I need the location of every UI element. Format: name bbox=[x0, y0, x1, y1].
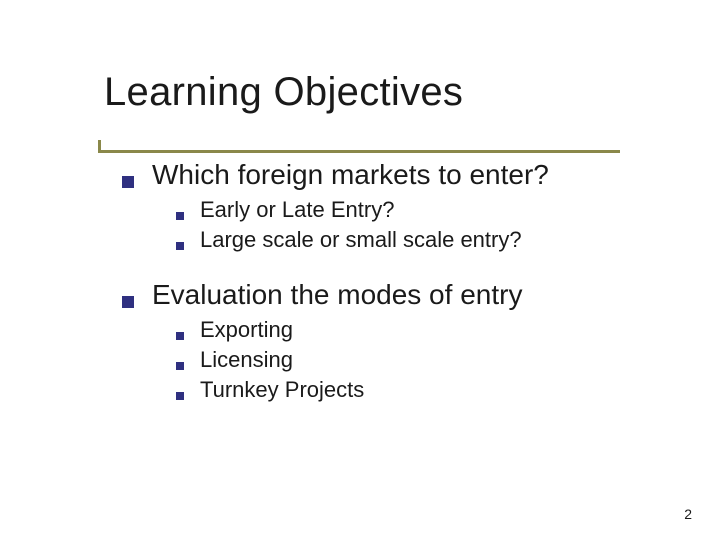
square-bullet-icon bbox=[176, 212, 184, 220]
bullet-level2: Early or Late Entry? bbox=[176, 197, 660, 223]
level1-text: Evaluation the modes of entry bbox=[152, 279, 522, 311]
square-bullet-icon bbox=[122, 176, 134, 188]
title-accent-left bbox=[98, 140, 101, 150]
slide: Learning Objectives Which foreign market… bbox=[0, 0, 720, 540]
bullet-level2: Turnkey Projects bbox=[176, 377, 660, 403]
title-underline bbox=[98, 150, 620, 153]
sub-list: Early or Late Entry? Large scale or smal… bbox=[176, 197, 660, 253]
square-bullet-icon bbox=[176, 332, 184, 340]
level2-text: Exporting bbox=[200, 317, 293, 343]
bullet-level1: Evaluation the modes of entry bbox=[122, 279, 660, 311]
level1-text: Which foreign markets to enter? bbox=[152, 159, 549, 191]
slide-content: Which foreign markets to enter? Early or… bbox=[122, 159, 660, 403]
level2-text: Large scale or small scale entry? bbox=[200, 227, 522, 253]
page-number: 2 bbox=[684, 506, 692, 522]
square-bullet-icon bbox=[122, 296, 134, 308]
level2-text: Licensing bbox=[200, 347, 293, 373]
bullet-level2: Exporting bbox=[176, 317, 660, 343]
slide-title: Learning Objectives bbox=[104, 70, 660, 115]
square-bullet-icon bbox=[176, 362, 184, 370]
bullet-level2: Large scale or small scale entry? bbox=[176, 227, 660, 253]
level2-text: Turnkey Projects bbox=[200, 377, 364, 403]
level2-text: Early or Late Entry? bbox=[200, 197, 394, 223]
bullet-level1: Which foreign markets to enter? bbox=[122, 159, 660, 191]
sub-list: Exporting Licensing Turnkey Projects bbox=[176, 317, 660, 403]
square-bullet-icon bbox=[176, 242, 184, 250]
bullet-level2: Licensing bbox=[176, 347, 660, 373]
square-bullet-icon bbox=[176, 392, 184, 400]
